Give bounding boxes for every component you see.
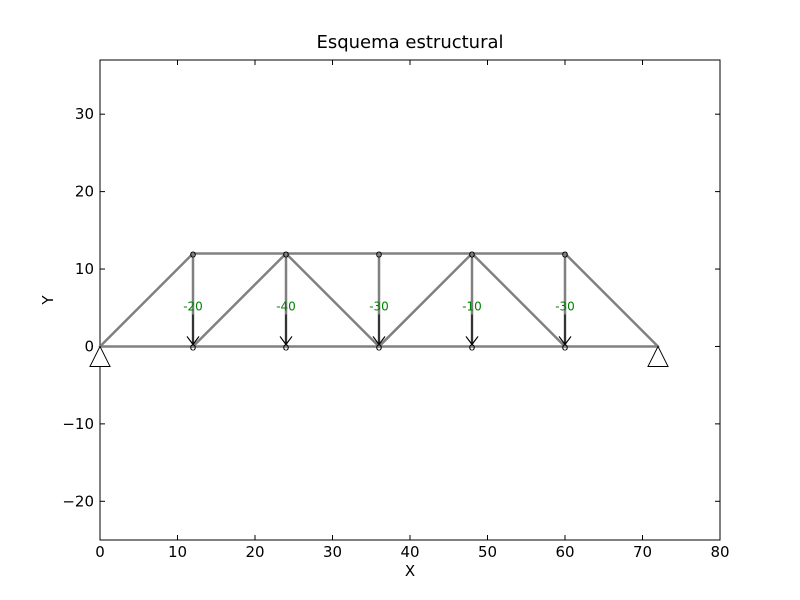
load-arrow-head	[372, 336, 386, 346]
x-tick-label: 20	[245, 543, 264, 561]
x-tick-label: 50	[478, 543, 497, 561]
x-tick-label: 40	[400, 543, 419, 561]
truss-member	[377, 252, 474, 348]
truss-member	[563, 252, 660, 348]
chart-title: Esquema estructural	[316, 32, 503, 53]
truss-member	[284, 252, 381, 348]
load-arrow-head	[558, 336, 572, 346]
load-value-label: -30	[369, 299, 389, 313]
axis-ticks: 0 10 20 30 40 50 60 70 80 −20 −10 0 10 20 30	[62, 60, 730, 561]
truss-node: o	[376, 340, 383, 353]
pin-support	[89, 345, 111, 367]
x-tick-label: 30	[323, 543, 342, 561]
truss-node: o	[190, 248, 197, 261]
truss-member	[191, 252, 288, 348]
x-tick-label: 10	[168, 543, 187, 561]
support-symbols	[89, 345, 669, 367]
y-tick-label: 30	[75, 105, 94, 123]
load-arrow-head	[186, 336, 200, 346]
x-tick-label: 0	[95, 543, 105, 561]
load-value-label: -10	[462, 299, 482, 313]
x-tick-label: 80	[710, 543, 729, 561]
load-value-label: -40	[276, 299, 296, 313]
truss-node: o	[469, 248, 476, 261]
load-arrow-head	[279, 336, 293, 346]
y-tick-label: −20	[62, 492, 94, 510]
y-tick-label: 10	[75, 260, 94, 278]
truss-member	[470, 252, 567, 348]
truss-node: o	[562, 340, 569, 353]
x-tick-label: 60	[555, 543, 574, 561]
x-axis-label: X	[405, 562, 415, 580]
truss-members	[98, 252, 660, 348]
truss-node: o	[283, 340, 290, 353]
truss-nodes: o o o o o o o o o o	[190, 248, 569, 354]
truss-node: o	[562, 248, 569, 261]
y-tick-label: −10	[62, 415, 94, 433]
truss-node: o	[283, 248, 290, 261]
y-tick-label: 0	[84, 337, 94, 355]
pin-support	[647, 345, 669, 367]
y-axis-label: Y	[39, 295, 57, 306]
truss-node: o	[469, 340, 476, 353]
truss-member	[98, 252, 195, 348]
x-tick-label: 70	[633, 543, 652, 561]
load-value-label: -30	[555, 299, 575, 313]
y-tick-label: 20	[75, 183, 94, 201]
load-arrow-head	[465, 336, 479, 346]
load-arrows: -20 -40 -30 -10 -30	[183, 299, 575, 346]
truss-node: o	[376, 248, 383, 261]
load-value-label: -20	[183, 299, 203, 313]
truss-node: o	[190, 340, 197, 353]
